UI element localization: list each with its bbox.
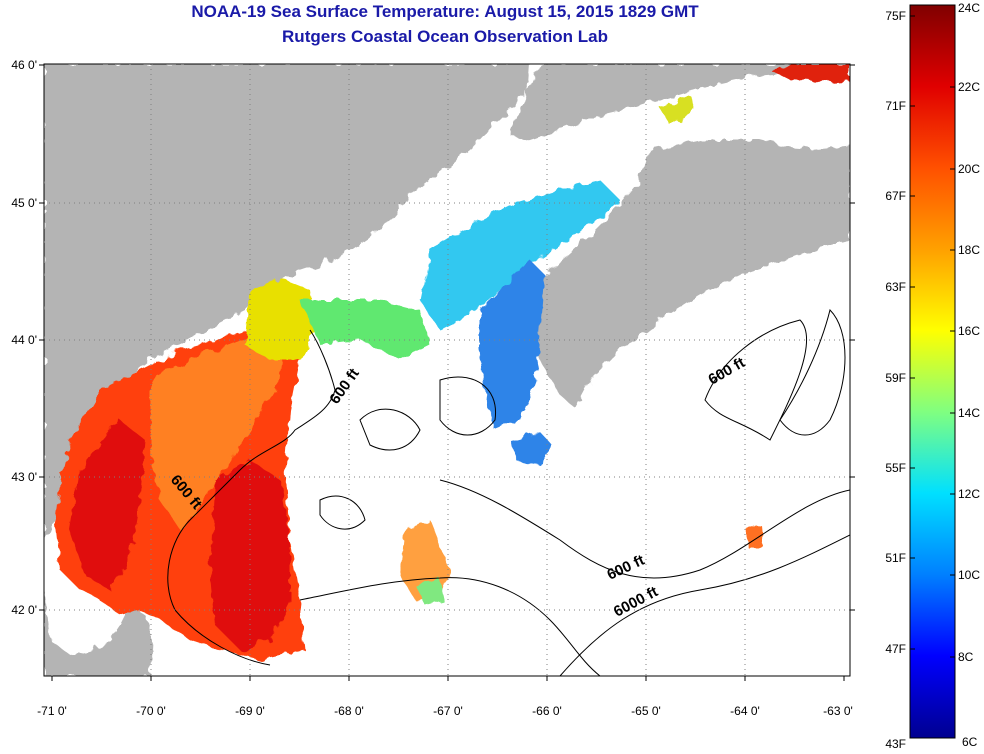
colorbar-f-label: 71F [885, 99, 906, 113]
colorbar-f-label: 51F [885, 551, 906, 565]
colorbar-c-label: 20C [958, 162, 980, 176]
colorbar-f-label: 47F [885, 642, 906, 656]
contour-6000ft [559, 534, 850, 676]
lon-label: -68 0' [334, 704, 364, 718]
sst-yellow-band [245, 278, 315, 360]
colorbar-ticks [910, 4, 955, 658]
colorbar-f-label: 59F [885, 371, 906, 385]
contour-600ft-shelf [439, 479, 850, 579]
sst-field [55, 64, 850, 660]
lon-label: -66 0' [532, 704, 562, 718]
colorbar-c-label: 24C [958, 1, 980, 15]
lon-label: -67 0' [433, 704, 463, 718]
sst-cyan-bay-of-fundy [420, 180, 620, 330]
contour-600ft-gulf-west [167, 329, 336, 666]
lon-label: -63 0' [823, 704, 853, 718]
colorbar-c-label: 10C [958, 568, 980, 582]
colorbar-f-label: 55F [885, 461, 906, 475]
contour-600ft-georges [299, 577, 601, 676]
lat-label: 44 0' [11, 333, 37, 347]
lon-label: -69 0' [235, 704, 265, 718]
sst-red-northeast [770, 64, 850, 82]
colorbar-c-label: 8C [958, 650, 974, 664]
sst-orange-band [150, 320, 285, 530]
lat-lon-grid [44, 64, 850, 676]
sst-hot-core-2 [70, 420, 145, 590]
colorbar-c-label: 22C [958, 80, 980, 94]
land-new-brunswick [510, 64, 850, 140]
colorbar-c-label: 6C [962, 735, 978, 749]
colorbar-f-label: 63F [885, 280, 906, 294]
sst-green-band [300, 300, 430, 360]
lat-label: 45 0' [11, 196, 37, 210]
colorbar-c-label: 16C [958, 324, 980, 338]
colorbar-f-label: 43F [885, 737, 906, 751]
land-nova-scotia [524, 140, 850, 408]
colorbar-c-label: 18C [958, 243, 980, 257]
lon-label: -70 0' [136, 704, 166, 718]
land [44, 64, 850, 676]
colorbar-c-label: 12C [958, 487, 980, 501]
colorbar [909, 4, 956, 739]
bathymetry-contours [167, 309, 850, 676]
lon-label: -71 0' [37, 704, 67, 718]
lat-label: 43 0' [11, 470, 37, 484]
map-subtitle: Rutgers Coastal Ocean Observation Lab [282, 27, 608, 46]
lat-label: 42 0' [11, 603, 37, 617]
contour-basin-3 [439, 376, 497, 436]
lon-label: -64 0' [730, 704, 760, 718]
contour-600ft-scotian-1 [704, 319, 808, 441]
contour-basin-2 [319, 495, 366, 530]
lon-label: -65 0' [631, 704, 661, 718]
contour-600ft-scotian-2 [779, 309, 846, 436]
sst-yellow-northeast [660, 95, 695, 125]
map-title: NOAA-19 Sea Surface Temperature: August … [191, 2, 699, 21]
axis-ticks [39, 64, 855, 681]
sst-blue-patch [510, 432, 552, 465]
colorbar-f-label: 67F [885, 189, 906, 203]
sst-blue-tongue [480, 260, 545, 430]
colorbar-c-label: 14C [958, 406, 980, 420]
contour-basin-1 [359, 408, 421, 451]
land-new-england [44, 64, 530, 540]
lat-label: 46 0' [11, 58, 37, 72]
land-cape-cod [44, 590, 152, 676]
sst-green-patch-south [415, 578, 445, 605]
colorbar-f-label: 75F [885, 9, 906, 23]
map-frame [43, 63, 851, 677]
